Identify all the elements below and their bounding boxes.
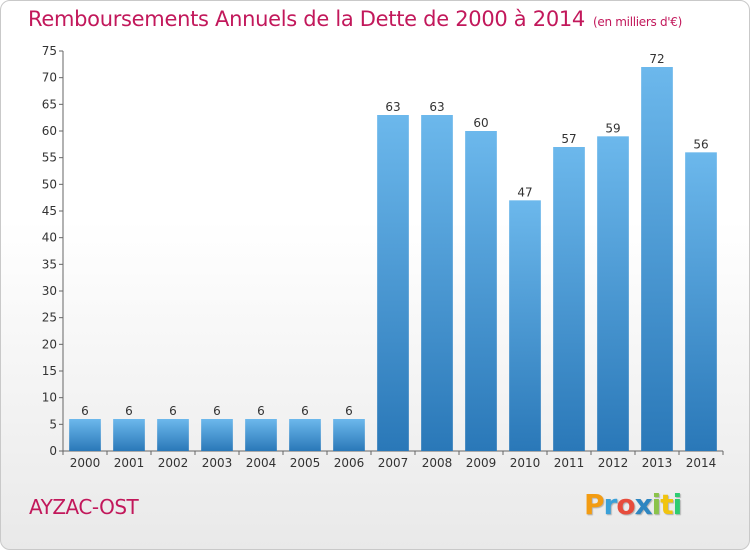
bar-2004 <box>245 419 277 451</box>
x-tick-label: 2008 <box>422 456 453 470</box>
x-tick-label: 2003 <box>202 456 233 470</box>
logo-letter: o <box>616 488 635 521</box>
bar-2000 <box>69 419 101 451</box>
x-tick-label: 2004 <box>246 456 277 470</box>
bar-value-label: 60 <box>473 116 488 130</box>
y-tick-label: 5 <box>49 417 57 431</box>
x-tick-label: 2012 <box>598 456 629 470</box>
logo-letter: i <box>651 488 662 521</box>
x-tick-label: 2011 <box>554 456 585 470</box>
bar-value-label: 6 <box>257 404 265 418</box>
bar-2005 <box>289 419 321 451</box>
bar-2010 <box>509 200 541 451</box>
x-tick-label: 2007 <box>378 456 409 470</box>
bar-value-label: 47 <box>517 185 532 199</box>
bar-value-label: 6 <box>125 404 133 418</box>
y-tick-label: 10 <box>42 391 57 405</box>
proxiti-logo: Proxiti <box>584 488 683 521</box>
bar-value-label: 63 <box>385 100 400 114</box>
logo-letter: t <box>660 488 673 521</box>
x-tick-label: 2001 <box>114 456 145 470</box>
bar-2012 <box>597 136 629 452</box>
y-tick-label: 55 <box>42 151 57 165</box>
x-tick-label: 2000 <box>70 456 101 470</box>
x-tick-label: 2009 <box>466 456 497 470</box>
logo-letter: P <box>584 488 605 521</box>
y-tick-label: 15 <box>42 364 57 378</box>
logo-letter: r <box>603 488 618 521</box>
bar-value-label: 57 <box>561 132 576 146</box>
bar-2002 <box>157 419 189 451</box>
bar-value-label: 63 <box>429 100 444 114</box>
bar-value-label: 6 <box>345 404 353 418</box>
chart-title: Remboursements Annuels de la Dette de 20… <box>28 7 682 31</box>
chart-subtitle: (en milliers d'€) <box>593 15 683 29</box>
bar-2014 <box>685 152 717 452</box>
bar-value-label: 6 <box>213 404 221 418</box>
commune-name: AYZAC-OST <box>29 495 139 519</box>
x-tick-label: 2006 <box>334 456 365 470</box>
y-tick-label: 40 <box>42 231 57 245</box>
bar-value-label: 72 <box>649 52 664 66</box>
x-tick-label: 2010 <box>510 456 541 470</box>
logo-letter: i <box>672 488 683 521</box>
y-tick-label: 0 <box>49 444 57 458</box>
x-tick-label: 2013 <box>642 456 673 470</box>
bar-2011 <box>553 147 585 451</box>
bar-2008 <box>421 115 453 451</box>
bar-2009 <box>465 131 497 451</box>
y-tick-label: 35 <box>42 257 57 271</box>
y-tick-label: 70 <box>42 71 57 85</box>
x-tick-label: 2005 <box>290 456 321 470</box>
y-tick-label: 30 <box>42 284 57 298</box>
bar-2006 <box>333 419 365 451</box>
chart-title-text: Remboursements Annuels de la Dette de 20… <box>28 7 585 31</box>
y-tick-label: 60 <box>42 124 57 138</box>
y-tick-label: 50 <box>42 177 57 191</box>
y-tick-label: 65 <box>42 97 57 111</box>
y-tick-label: 20 <box>42 337 57 351</box>
y-tick-label: 45 <box>42 204 57 218</box>
y-tick-label: 75 <box>42 44 57 58</box>
bar-value-label: 6 <box>169 404 177 418</box>
bar-2001 <box>113 419 145 451</box>
bar-2013 <box>641 67 673 451</box>
bar-value-label: 59 <box>605 121 620 135</box>
logo-letter: x <box>634 488 653 521</box>
x-tick-label: 2002 <box>158 456 189 470</box>
bar-2003 <box>201 419 233 451</box>
bar-value-label: 6 <box>301 404 309 418</box>
bar-value-label: 6 <box>81 404 89 418</box>
bar-value-label: 56 <box>693 137 708 151</box>
bar-2007 <box>377 115 409 451</box>
x-tick-label: 2014 <box>686 456 717 470</box>
y-tick-label: 25 <box>42 311 57 325</box>
